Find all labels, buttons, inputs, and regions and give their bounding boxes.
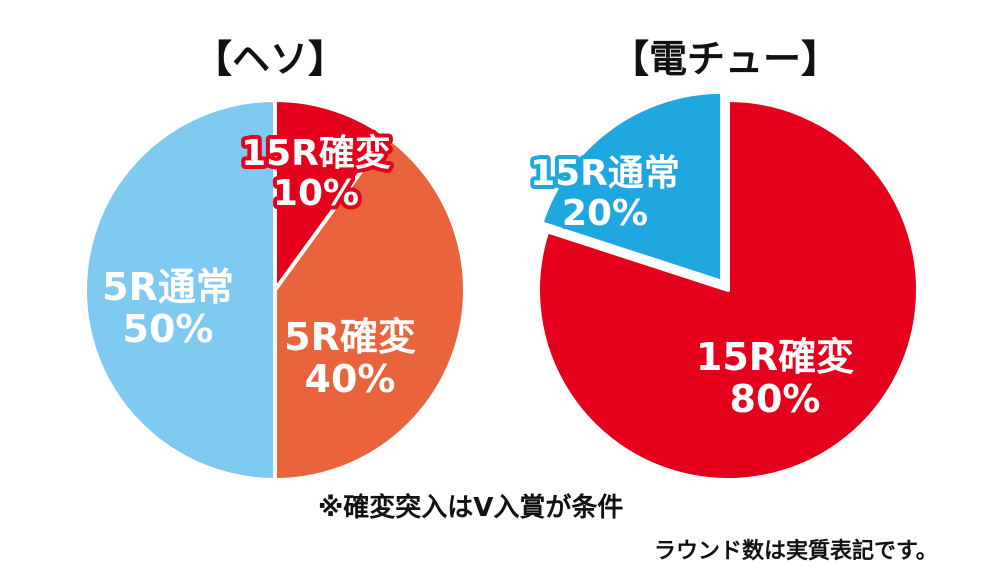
slice-label: 5R確変 xyxy=(284,315,416,359)
slice-label: 15R通常 xyxy=(530,153,680,194)
rounds-note: ラウンド数は実質表記です。 xyxy=(654,539,938,564)
pie-slice xyxy=(273,134,467,482)
slice-value-label: 20% xyxy=(562,193,648,234)
chart-title: 【電チュー】 xyxy=(611,37,839,81)
pie-slice xyxy=(83,98,277,482)
slice-value-label: 80% xyxy=(730,377,821,421)
slice-value-label: 50% xyxy=(123,307,214,351)
pie-slice xyxy=(536,98,920,482)
slice-label: 5R通常 xyxy=(102,265,234,309)
pie-slice xyxy=(539,89,725,284)
slice-value-label: 40% xyxy=(305,357,396,401)
condition-note: ※確変突入はV入賞が条件 xyxy=(318,493,624,523)
pie-slice xyxy=(273,98,389,292)
slice-label: 15R確変 xyxy=(696,335,854,379)
chart-title: 【ヘソ】 xyxy=(194,37,346,81)
slice-label: 15R確変 xyxy=(241,132,391,174)
slice-value-label: 10% xyxy=(273,173,359,214)
